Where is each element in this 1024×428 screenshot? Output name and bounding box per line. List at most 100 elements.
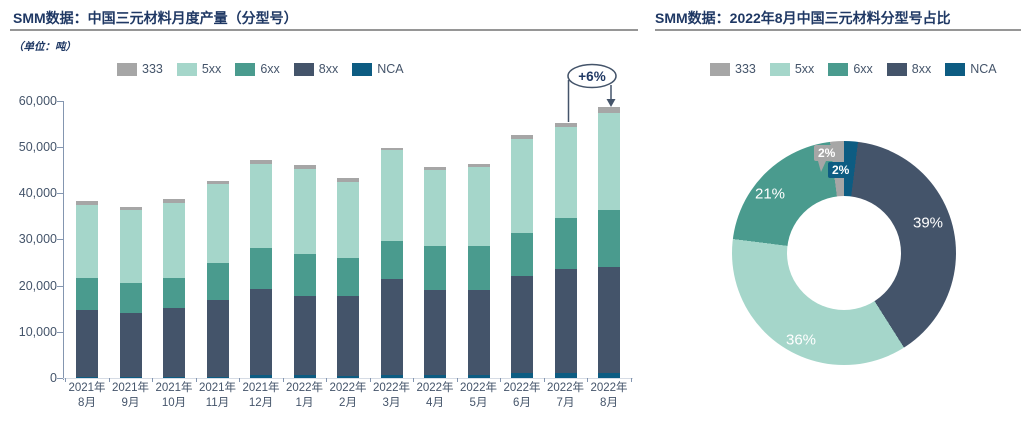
y-axis-line	[63, 100, 64, 380]
bar-segment-5xx	[424, 169, 446, 246]
bar-segment-8xx	[424, 289, 446, 375]
right-title-rule	[655, 29, 1021, 31]
x-axis-tick	[369, 378, 371, 382]
bar-segment-8xx	[119, 312, 142, 378]
y-axis-label: 20,000	[18, 278, 57, 293]
bar-segment-5xx	[554, 126, 577, 219]
x-axis-tick	[326, 378, 328, 382]
bar-segment-8xx	[467, 290, 490, 375]
legend-item: 333	[117, 62, 163, 76]
x-axis-label-month: 11月	[205, 397, 230, 409]
legend-label: 8xx	[911, 62, 932, 76]
x-axis-label-month: 2月	[339, 397, 357, 409]
legend-item: 6xx	[828, 62, 873, 76]
bar-segment-5xx	[119, 210, 142, 283]
legend-label: 5xx	[201, 62, 222, 76]
bar-segment-6xx	[163, 277, 185, 308]
bar-segment-333	[76, 200, 98, 206]
x-axis-label-year: 2021年	[155, 382, 193, 394]
bar-segment-6xx	[424, 245, 446, 290]
legend-item: 6xx	[235, 62, 280, 76]
legend-item: NCA	[945, 62, 997, 76]
y-axis-tick	[57, 331, 63, 333]
x-axis-label: 2021年 9月	[109, 381, 153, 411]
legend-label: 333	[735, 62, 756, 76]
bar-segment-333	[119, 206, 142, 211]
bar-segment-333	[424, 166, 446, 170]
x-axis-tick	[630, 378, 632, 382]
x-axis-tick	[587, 378, 589, 382]
bar-segment-6xx	[380, 240, 403, 279]
y-axis-tick	[57, 146, 63, 148]
bar-chart-legend: 333 5xx 6xx 8xx NCA	[117, 62, 404, 76]
x-axis-label-year: 2022年	[285, 382, 324, 394]
bar-segment-6xx	[293, 254, 316, 297]
x-axis-tick	[108, 378, 110, 382]
bar-segment-8xx	[598, 267, 620, 373]
legend-label: 5xx	[794, 62, 815, 76]
legend-label: 6xx	[853, 62, 873, 76]
donut-callout-NCA: 2%	[828, 162, 854, 178]
annotation-ellipse	[567, 63, 617, 89]
bar-segment-5xx	[511, 139, 533, 233]
y-axis-label: 10,000	[18, 324, 57, 339]
y-axis-label: 60,000	[18, 93, 57, 108]
x-axis-label: 2022年 3月	[370, 381, 414, 411]
bar-segment-333	[337, 177, 359, 182]
x-axis-label-year: 2022年	[503, 382, 541, 394]
y-axis-tick	[57, 378, 63, 379]
donut-chart-legend: 333 5xx 6xx 8xx NCA	[710, 62, 997, 76]
donut-label-8xx: 39%	[912, 214, 944, 232]
growth-annotation: +6%	[567, 63, 617, 122]
bar-segment-NCA	[467, 374, 490, 378]
x-axis-label: 2022年 4月	[413, 381, 457, 411]
right-chart-title: SMM数据：2022年8月中国三元材料分型号占比	[655, 10, 951, 26]
x-axis-tick	[195, 378, 197, 382]
bar-segment-NCA	[206, 376, 229, 378]
annotation-arrowhead-icon	[606, 99, 616, 107]
bar-segment-5xx	[293, 168, 316, 255]
x-axis-label-year: 2021年	[68, 382, 106, 394]
left-chart-title: SMM数据：中国三元材料月度产量（分型号）	[13, 10, 298, 26]
legend-swatch-NCA	[945, 62, 966, 76]
bar-segment-5xx	[598, 112, 620, 211]
bar-segment-NCA	[250, 375, 272, 378]
x-axis-label: 2021年 10月	[152, 381, 196, 411]
donut-hole	[787, 196, 901, 310]
x-axis-label-year: 2022年	[546, 382, 585, 394]
x-axis-tick	[456, 378, 458, 382]
legend-swatch-6xx	[235, 62, 256, 76]
x-axis-tick	[543, 378, 545, 382]
bar-segment-8xx	[163, 307, 185, 378]
bar-segment-8xx	[250, 289, 272, 376]
legend-label: 333	[142, 62, 163, 76]
legend-label: 6xx	[260, 62, 280, 76]
x-axis-label: 2021年 12月	[239, 381, 283, 411]
donut-label-5xx: 36%	[785, 331, 817, 349]
bar-segment-NCA	[76, 376, 98, 378]
legend-item: NCA	[352, 62, 404, 76]
bar-segment-6xx	[250, 247, 272, 290]
bar-segment-6xx	[554, 218, 577, 270]
x-axis-tick	[500, 378, 502, 382]
y-axis-tick	[57, 239, 63, 241]
x-axis-tick	[239, 378, 241, 382]
x-axis-label: 2022年 8月	[587, 381, 631, 411]
legend-swatch-5xx	[176, 62, 197, 76]
legend-item: 333	[710, 62, 756, 76]
x-axis-label-year: 2021年	[198, 382, 237, 394]
bar-segment-6xx	[119, 282, 142, 313]
bar-segment-333	[163, 199, 185, 203]
bar-segment-NCA	[554, 372, 577, 378]
unit-note: （单位：吨）	[13, 41, 76, 53]
bar-segment-NCA	[424, 374, 446, 378]
bar-segment-NCA	[337, 376, 359, 378]
bar-segment-NCA	[293, 375, 316, 378]
x-axis-label-year: 2021年	[111, 382, 150, 394]
bar-segment-5xx	[76, 205, 98, 279]
legend-label: NCA	[970, 62, 997, 76]
bar-segment-8xx	[337, 295, 359, 377]
